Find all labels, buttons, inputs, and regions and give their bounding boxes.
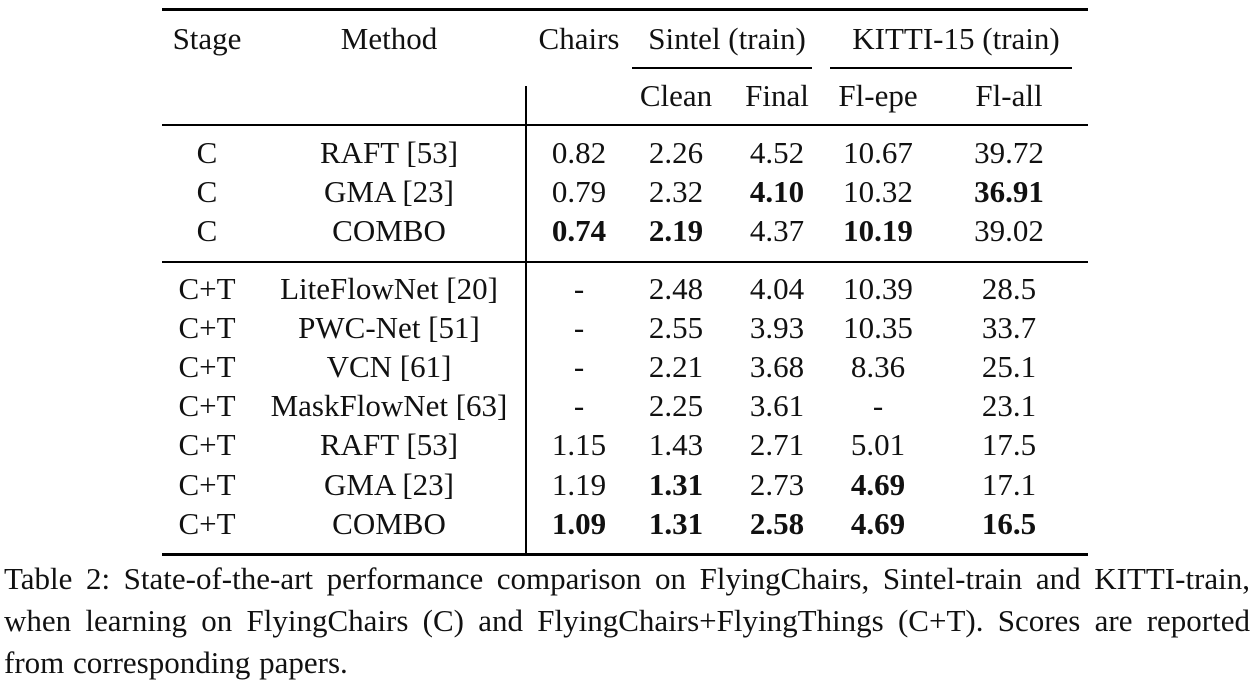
cell-fl-epe: -: [872, 388, 884, 423]
cell-fl-epe: 5.01: [850, 427, 906, 462]
cell-stage: C+T: [178, 388, 236, 423]
cell-clean: 2.26: [648, 135, 704, 170]
cell-stage: C: [196, 213, 218, 248]
cell-final: 2.71: [749, 427, 805, 462]
cell-chairs: -: [573, 310, 585, 345]
cell-fl-epe: 4.69: [850, 506, 906, 541]
cell-chairs: -: [573, 388, 585, 423]
cell-method: LiteFlowNet [20]: [280, 271, 498, 306]
cell-method: GMA [23]: [323, 174, 455, 209]
cell-fl-epe: 10.39: [843, 271, 913, 306]
header-sintel: Sintel (train): [648, 21, 806, 56]
cell-clean: 2.21: [648, 349, 704, 384]
cell-clean: 2.25: [648, 388, 704, 423]
cell-fl-epe: 4.69: [850, 467, 906, 502]
cell-chairs: 1.09: [551, 506, 607, 541]
cell-fl-all: 17.5: [981, 427, 1037, 462]
cell-fl-all: 39.02: [974, 213, 1044, 248]
cell-stage: C+T: [178, 506, 236, 541]
cell-final: 3.93: [749, 310, 805, 345]
table-caption: Table 2: State-of-the-art performance co…: [4, 561, 1250, 680]
cell-stage: C+T: [178, 271, 236, 306]
cell-chairs: -: [573, 271, 585, 306]
cell-clean: 2.55: [648, 310, 704, 345]
cell-final: 2.73: [749, 467, 805, 502]
top-rule: [162, 8, 1088, 11]
cell-stage: C+T: [178, 467, 236, 502]
cell-fl-epe: 10.35: [843, 310, 913, 345]
group-rule: [162, 261, 1088, 263]
cell-final: 2.58: [749, 506, 805, 541]
cell-chairs: 0.82: [551, 135, 607, 170]
cell-fl-all: 17.1: [981, 467, 1037, 502]
header-final: Final: [745, 78, 809, 113]
cell-fl-all: 25.1: [981, 349, 1037, 384]
cell-stage: C+T: [178, 310, 236, 345]
cell-stage: C+T: [178, 427, 236, 462]
kitti-cmidrule: [830, 67, 1072, 69]
cell-final: 4.37: [749, 213, 805, 248]
cell-method: COMBO: [332, 213, 446, 248]
cell-method: RAFT [53]: [319, 427, 459, 462]
header-kitti: KITTI-15 (train): [852, 21, 1060, 56]
header-clean: Clean: [639, 78, 713, 113]
header-chairs: Chairs: [538, 21, 620, 56]
cell-fl-epe: 10.32: [843, 174, 913, 209]
cell-final: 4.04: [749, 271, 805, 306]
cell-final: 3.61: [749, 388, 805, 423]
cell-clean: 2.19: [648, 213, 704, 248]
cell-final: 4.52: [749, 135, 805, 170]
cell-final: 4.10: [749, 174, 805, 209]
column-separator: [525, 86, 527, 556]
header-stage: Stage: [172, 21, 242, 56]
bottom-rule: [162, 553, 1088, 556]
results-table: Stage Method Chairs Sintel (train) KITTI…: [162, 8, 1088, 556]
cell-stage: C: [196, 135, 218, 170]
header-fl-all: Fl-all: [975, 78, 1043, 113]
cell-fl-epe: 10.67: [843, 135, 913, 170]
cell-chairs: 1.19: [551, 467, 607, 502]
header-rule: [162, 124, 1088, 126]
cell-fl-all: 36.91: [974, 174, 1044, 209]
cell-method: PWC-Net [51]: [298, 310, 480, 345]
cell-final: 3.68: [749, 349, 805, 384]
cell-clean: 2.48: [648, 271, 704, 306]
cell-clean: 1.31: [648, 467, 704, 502]
cell-fl-epe: 8.36: [850, 349, 906, 384]
cell-chairs: 0.74: [551, 213, 607, 248]
cell-clean: 2.32: [648, 174, 704, 209]
cell-chairs: 1.15: [551, 427, 607, 462]
cell-method: VCN [61]: [326, 349, 452, 384]
cell-stage: C: [196, 174, 218, 209]
header-fl-epe: Fl-epe: [838, 78, 918, 113]
cell-clean: 1.31: [648, 506, 704, 541]
cell-method: GMA [23]: [323, 467, 455, 502]
cell-fl-all: 28.5: [981, 271, 1037, 306]
cell-method: MaskFlowNet [63]: [270, 388, 508, 423]
cell-clean: 1.43: [648, 427, 704, 462]
header-method: Method: [340, 21, 438, 56]
cell-fl-all: 33.7: [981, 310, 1037, 345]
cell-stage: C+T: [178, 349, 236, 384]
cell-method: RAFT [53]: [319, 135, 459, 170]
cell-fl-all: 23.1: [981, 388, 1037, 423]
cell-fl-all: 39.72: [974, 135, 1044, 170]
cell-method: COMBO: [332, 506, 446, 541]
cell-chairs: 0.79: [551, 174, 607, 209]
cell-chairs: -: [573, 349, 585, 384]
cell-fl-all: 16.5: [981, 506, 1037, 541]
cell-fl-epe: 10.19: [843, 213, 913, 248]
sintel-cmidrule: [632, 67, 812, 69]
